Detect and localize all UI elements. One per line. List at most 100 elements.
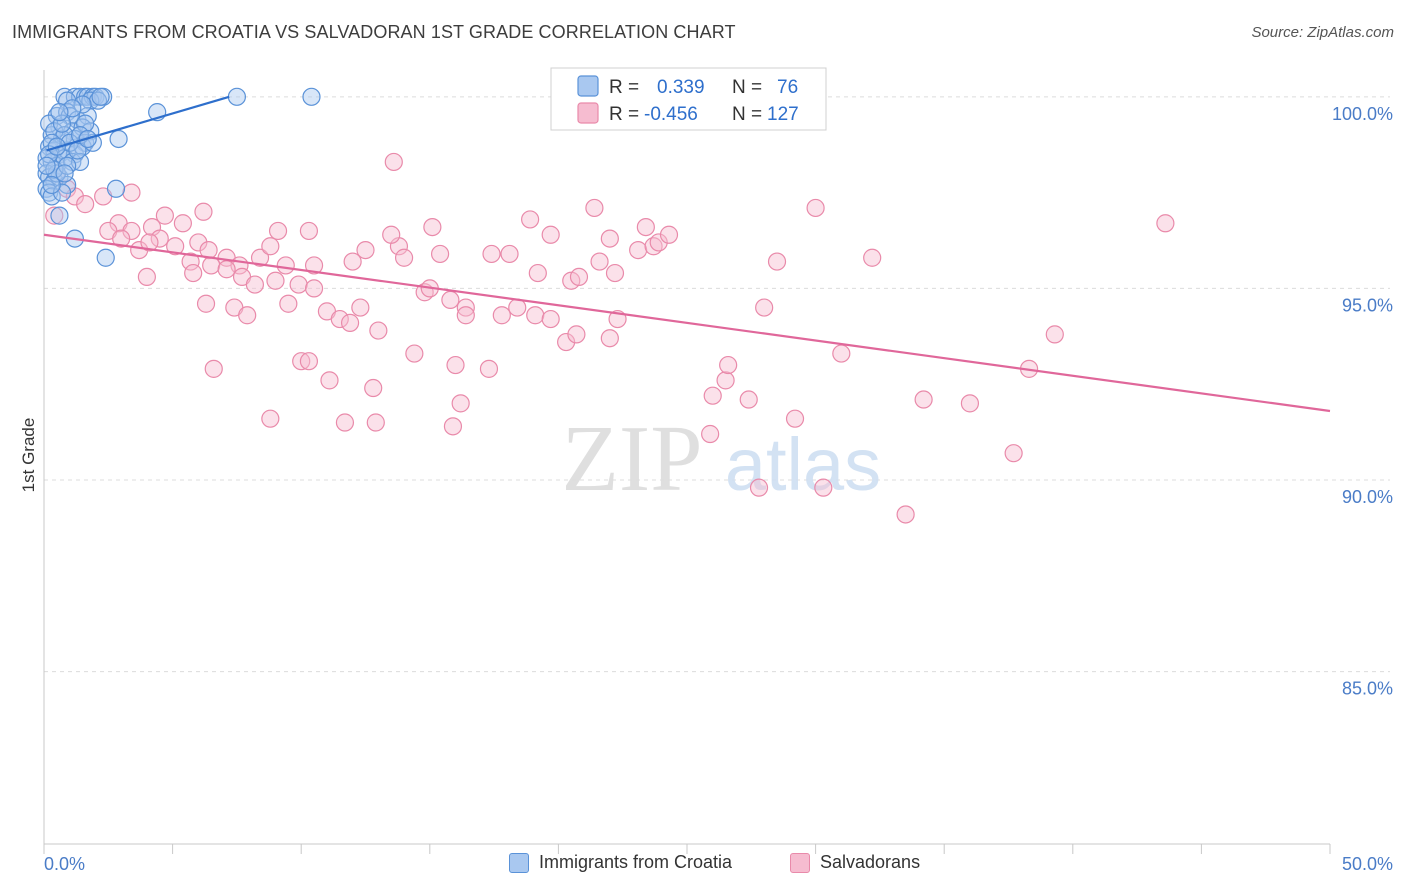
- point-salvadorans: [320, 371, 339, 390]
- point-salvadorans: [441, 290, 460, 310]
- point-salvadorans: [140, 233, 159, 252]
- point-salvadorans: [366, 413, 385, 432]
- point-croatia: [37, 156, 56, 175]
- point-croatia: [96, 248, 115, 267]
- point-salvadorans: [268, 221, 288, 241]
- point-salvadorans: [384, 152, 403, 172]
- point-salvadorans: [749, 478, 769, 497]
- watermark-zip: ZIP: [562, 407, 703, 511]
- point-salvadorans: [299, 352, 319, 371]
- point-salvadorans: [1045, 325, 1064, 344]
- point-salvadorans: [590, 252, 609, 271]
- point-salvadorans: [343, 252, 362, 271]
- point-salvadorans: [181, 252, 200, 271]
- point-croatia: [40, 145, 59, 164]
- point-salvadorans: [703, 386, 722, 405]
- point-salvadorans: [250, 248, 270, 267]
- x-ticks: [43, 844, 1331, 854]
- legend-r-label-2: R =: [609, 104, 644, 125]
- point-salvadorans: [716, 371, 735, 390]
- point-salvadorans: [567, 325, 586, 344]
- y-tick-label: 90.0%: [1342, 487, 1393, 507]
- point-salvadorans: [122, 183, 141, 202]
- point-salvadorans: [194, 202, 213, 221]
- point-salvadorans: [304, 256, 324, 275]
- point-salvadorans: [299, 221, 319, 241]
- legend-n-value-2: 127: [767, 104, 799, 125]
- point-salvadorans: [1004, 444, 1023, 463]
- point-salvadorans: [335, 413, 355, 432]
- point-salvadorans: [245, 275, 265, 294]
- point-salvadorans: [585, 198, 604, 218]
- y-tick-label: 100.0%: [1332, 104, 1393, 124]
- point-salvadorans: [217, 260, 236, 279]
- point-salvadorans: [405, 344, 424, 363]
- legend-swatch-salvadorans: [577, 102, 599, 124]
- point-croatia: [42, 175, 61, 195]
- point-salvadorans: [605, 263, 625, 283]
- point-croatia: [106, 179, 126, 198]
- bottom-legend: Immigrants from Croatia Salvadorans: [0, 852, 1406, 878]
- point-salvadorans: [394, 248, 414, 267]
- legend-n-label-2: N =: [732, 104, 767, 125]
- point-salvadorans: [304, 279, 324, 298]
- point-salvadorans: [456, 306, 475, 325]
- point-salvadorans: [446, 355, 465, 375]
- point-salvadorans: [423, 217, 442, 237]
- point-salvadorans: [863, 248, 882, 267]
- trend-line-croatia: [46, 95, 230, 152]
- point-salvadorans: [600, 229, 619, 248]
- point-salvadorans: [369, 321, 388, 340]
- point-salvadorans: [755, 298, 774, 317]
- point-salvadorans: [456, 298, 475, 317]
- point-salvadorans: [261, 409, 280, 428]
- point-salvadorans: [508, 298, 527, 317]
- y-tick-labels: 100.0% 95.0% 90.0% 85.0%: [1332, 104, 1393, 699]
- point-salvadorans: [832, 344, 851, 363]
- bottom-legend-label-croatia: Immigrants from Croatia: [539, 852, 733, 872]
- point-salvadorans: [340, 313, 360, 332]
- point-croatia: [52, 114, 72, 133]
- point-salvadorans: [155, 206, 174, 225]
- point-salvadorans: [814, 478, 833, 497]
- point-salvadorans: [659, 225, 679, 244]
- point-salvadorans: [521, 210, 540, 229]
- legend-r-value-1: 0.339: [657, 77, 705, 98]
- point-croatia: [50, 206, 69, 225]
- legend-r-value-2: -0.456: [644, 104, 698, 125]
- point-salvadorans: [292, 352, 311, 371]
- point-salvadorans: [528, 263, 547, 283]
- point-salvadorans: [500, 244, 519, 264]
- point-salvadorans: [204, 359, 223, 378]
- point-salvadorans: [482, 244, 501, 264]
- point-salvadorans: [130, 240, 149, 260]
- point-croatia: [227, 87, 246, 106]
- point-salvadorans: [451, 394, 470, 413]
- point-salvadorans: [1156, 214, 1175, 233]
- point-salvadorans: [739, 390, 758, 409]
- point-salvadorans: [382, 225, 401, 244]
- point-croatia: [50, 103, 69, 122]
- point-salvadorans: [261, 237, 280, 256]
- y-tick-label: 85.0%: [1342, 679, 1393, 699]
- point-salvadorans: [364, 378, 383, 398]
- trend-line-salvadorans: [43, 233, 1331, 413]
- point-croatia: [91, 87, 110, 106]
- x-tick-label-max: 50.0%: [1342, 854, 1393, 874]
- grid: [44, 96, 1390, 673]
- point-croatia: [52, 183, 72, 202]
- legend-swatch-croatia: [577, 75, 599, 97]
- point-salvadorans: [806, 198, 825, 218]
- y-axis-label: 1st Grade: [19, 418, 38, 493]
- point-croatia: [76, 114, 95, 133]
- point-croatia: [55, 164, 74, 183]
- point-salvadorans: [701, 424, 720, 444]
- series-croatia: [37, 87, 321, 267]
- point-salvadorans: [150, 229, 169, 248]
- series-salvadorans: [45, 87, 1175, 524]
- point-salvadorans: [199, 240, 218, 260]
- point-salvadorans: [112, 229, 131, 248]
- point-salvadorans: [330, 309, 349, 329]
- point-salvadorans: [785, 409, 805, 428]
